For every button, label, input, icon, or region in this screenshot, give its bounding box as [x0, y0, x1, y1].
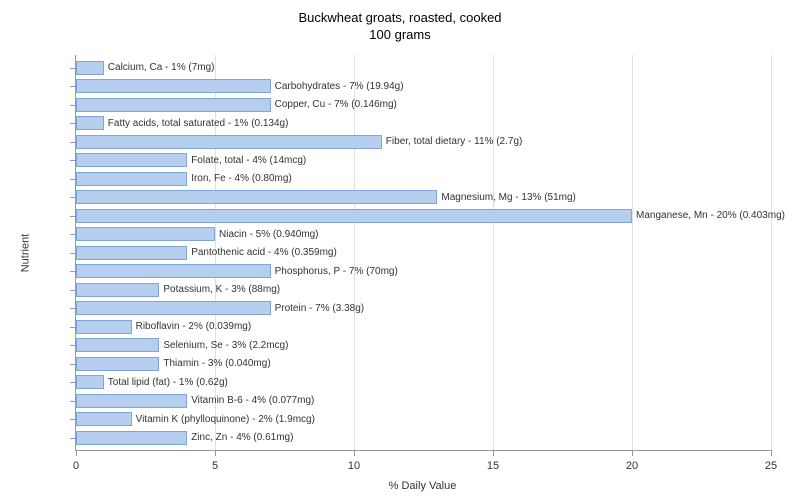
y-tick — [70, 197, 76, 198]
nutrient-bar-label: Thiamin - 3% (0.040mg) — [158, 358, 270, 370]
x-tick — [632, 450, 633, 456]
y-tick — [70, 438, 76, 439]
nutrient-bar-label: Folate, total - 4% (14mcg) — [186, 154, 306, 166]
y-tick — [70, 105, 76, 106]
nutrient-bar: Manganese, Mn - 20% (0.403mg) — [76, 209, 632, 223]
y-tick — [70, 123, 76, 124]
x-tick — [76, 450, 77, 456]
nutrient-bar-label: Pantothenic acid - 4% (0.359mg) — [186, 247, 337, 259]
nutrient-bar: Vitamin K (phylloquinone) - 2% (1.9mcg) — [76, 412, 132, 426]
nutrient-bar-label: Vitamin B-6 - 4% (0.077mg) — [186, 395, 314, 407]
nutrient-bar: Copper, Cu - 7% (0.146mg) — [76, 98, 271, 112]
y-tick — [70, 419, 76, 420]
nutrient-bar-label: Selenium, Se - 3% (2.2mcg) — [158, 339, 288, 351]
nutrient-bar: Fatty acids, total saturated - 1% (0.134… — [76, 116, 104, 130]
x-axis-label: % Daily Value — [75, 480, 770, 492]
y-tick — [70, 308, 76, 309]
nutrient-bar-label: Magnesium, Mg - 13% (51mg) — [436, 191, 576, 203]
x-tick — [354, 450, 355, 456]
nutrient-bar: Iron, Fe - 4% (0.80mg) — [76, 172, 187, 186]
nutrient-bar-label: Niacin - 5% (0.940mg) — [214, 228, 318, 240]
x-tick — [493, 450, 494, 456]
y-tick — [70, 179, 76, 180]
nutrient-bar-label: Zinc, Zn - 4% (0.61mg) — [186, 432, 293, 444]
gridline — [354, 55, 355, 450]
nutrient-bar: Calcium, Ca - 1% (7mg) — [76, 61, 104, 75]
nutrient-bar: Thiamin - 3% (0.040mg) — [76, 357, 159, 371]
nutrient-bar: Zinc, Zn - 4% (0.61mg) — [76, 431, 187, 445]
x-tick-label: 25 — [765, 460, 777, 472]
nutrient-bar-label: Vitamin K (phylloquinone) - 2% (1.9mcg) — [131, 413, 315, 425]
y-tick — [70, 86, 76, 87]
nutrient-bar: Carbohydrates - 7% (19.94g) — [76, 79, 271, 93]
y-tick — [70, 142, 76, 143]
y-axis-label: Nutrient — [18, 55, 32, 450]
y-tick — [70, 364, 76, 365]
y-tick — [70, 382, 76, 383]
nutrient-bar: Potassium, K - 3% (88mg) — [76, 283, 159, 297]
y-tick — [70, 290, 76, 291]
y-tick — [70, 68, 76, 69]
chart-title: Buckwheat groats, roasted, cooked 100 gr… — [0, 10, 800, 44]
nutrient-bar-label: Fiber, total dietary - 11% (2.7g) — [381, 136, 523, 148]
chart-title-line2: 100 grams — [0, 27, 800, 44]
y-tick — [70, 216, 76, 217]
nutrient-bar: Phosphorus, P - 7% (70mg) — [76, 264, 271, 278]
nutrient-bar: Niacin - 5% (0.940mg) — [76, 227, 215, 241]
chart-title-line1: Buckwheat groats, roasted, cooked — [0, 10, 800, 27]
nutrient-bar-label: Copper, Cu - 7% (0.146mg) — [270, 99, 397, 111]
nutrient-bar: Total lipid (fat) - 1% (0.62g) — [76, 375, 104, 389]
nutrient-bar-label: Riboflavin - 2% (0.039mg) — [131, 321, 252, 333]
x-tick — [215, 450, 216, 456]
gridline — [771, 55, 772, 450]
y-tick — [70, 253, 76, 254]
nutrient-bar-label: Fatty acids, total saturated - 1% (0.134… — [103, 117, 289, 129]
gridline — [632, 55, 633, 450]
gridline — [493, 55, 494, 450]
nutrient-bar: Magnesium, Mg - 13% (51mg) — [76, 190, 437, 204]
x-tick-label: 10 — [348, 460, 360, 472]
nutrient-bar-label: Calcium, Ca - 1% (7mg) — [103, 62, 215, 74]
nutrient-bar-label: Iron, Fe - 4% (0.80mg) — [186, 173, 292, 185]
plot-area: 0510152025Calcium, Ca - 1% (7mg)Carbohyd… — [75, 55, 771, 451]
x-tick — [771, 450, 772, 456]
nutrient-bar: Vitamin B-6 - 4% (0.077mg) — [76, 394, 187, 408]
nutrient-bar-label: Total lipid (fat) - 1% (0.62g) — [103, 376, 228, 388]
nutrient-bar-label: Manganese, Mn - 20% (0.403mg) — [631, 210, 785, 222]
nutrient-bar-label: Carbohydrates - 7% (19.94g) — [270, 80, 404, 92]
nutrient-bar: Selenium, Se - 3% (2.2mcg) — [76, 338, 159, 352]
nutrient-bar: Folate, total - 4% (14mcg) — [76, 153, 187, 167]
y-tick — [70, 271, 76, 272]
nutrient-bar: Protein - 7% (3.38g) — [76, 301, 271, 315]
y-tick — [70, 234, 76, 235]
nutrient-bar: Pantothenic acid - 4% (0.359mg) — [76, 246, 187, 260]
y-tick — [70, 327, 76, 328]
nutrient-bar-label: Protein - 7% (3.38g) — [270, 302, 365, 314]
x-tick-label: 0 — [73, 460, 79, 472]
y-tick — [70, 401, 76, 402]
nutrient-bar-label: Potassium, K - 3% (88mg) — [158, 284, 280, 296]
nutrient-bar: Fiber, total dietary - 11% (2.7g) — [76, 135, 382, 149]
nutrient-bar-label: Phosphorus, P - 7% (70mg) — [270, 265, 398, 277]
x-tick-label: 20 — [626, 460, 638, 472]
nutrition-chart: Buckwheat groats, roasted, cooked 100 gr… — [0, 0, 800, 500]
x-tick-label: 15 — [487, 460, 499, 472]
y-tick — [70, 345, 76, 346]
x-tick-label: 5 — [212, 460, 218, 472]
nutrient-bar: Riboflavin - 2% (0.039mg) — [76, 320, 132, 334]
y-tick — [70, 160, 76, 161]
